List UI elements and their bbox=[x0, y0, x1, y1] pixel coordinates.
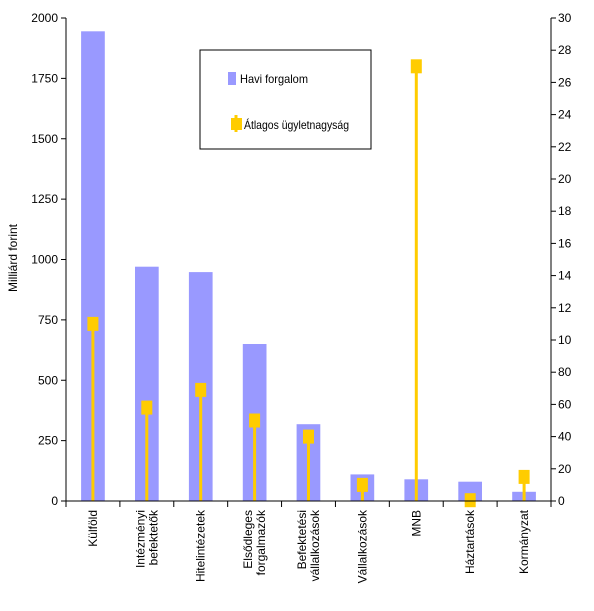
marker-0 bbox=[87, 316, 99, 331]
y2-tick-label-2: 40 bbox=[558, 430, 572, 444]
marker-1 bbox=[141, 400, 153, 415]
y2-tick-label-0: 0 bbox=[558, 494, 565, 508]
marker-2 bbox=[195, 382, 207, 397]
marker-6 bbox=[410, 59, 422, 74]
category-label-3-1: forgalmazók bbox=[254, 509, 268, 575]
marker-7 bbox=[464, 493, 476, 508]
y2-tick-label-13: 26 bbox=[558, 75, 572, 89]
y2-tick-label-5: 10 bbox=[558, 333, 572, 347]
marker-5 bbox=[356, 477, 368, 492]
y2-tick-label-11: 22 bbox=[558, 140, 572, 154]
y2-tick-label-14: 28 bbox=[558, 43, 572, 57]
category-label-5: Vállalkozások bbox=[355, 509, 369, 583]
y2-tick-label-6: 12 bbox=[558, 301, 572, 315]
category-label-0: Külföld bbox=[86, 510, 100, 547]
y2-tick-label-9: 18 bbox=[558, 204, 572, 218]
legend-swatch-atlagos-ugyletnagysag bbox=[231, 118, 242, 130]
y-tick-label-2: 500 bbox=[38, 373, 58, 387]
category-label-8: Kormányzat bbox=[517, 509, 531, 574]
bar-0 bbox=[81, 31, 105, 502]
bar-7 bbox=[458, 481, 482, 501]
category-label-1-0: Intézményi bbox=[133, 510, 147, 568]
y2-tick-label-10: 20 bbox=[558, 172, 572, 186]
y2-tick-label-15: 30 bbox=[558, 11, 572, 25]
legend-label-atlagos-ugyletnagysag: Átlagos ügyletnagyság bbox=[244, 117, 349, 132]
y2-tick-label-4: 80 bbox=[558, 365, 572, 379]
y2-tick-label-7: 14 bbox=[558, 269, 572, 283]
marker-3 bbox=[249, 413, 261, 428]
category-label-2: Hitelintézetek bbox=[194, 509, 208, 582]
y2-tick-label-1: 20 bbox=[558, 462, 572, 476]
y2-tick-label-3: 60 bbox=[558, 397, 572, 411]
category-label-7: Háztartások bbox=[463, 509, 477, 574]
y-tick-label-0: 0 bbox=[51, 494, 58, 508]
y2-tick-label-8: 16 bbox=[558, 236, 572, 250]
y-axis-title: Milliárd forint bbox=[6, 223, 20, 292]
legend-box bbox=[199, 49, 372, 150]
category-label-4-0: Befektetési bbox=[295, 510, 309, 569]
y-tick-label-3: 750 bbox=[38, 313, 58, 327]
stems-layer bbox=[87, 59, 530, 508]
y-tick-label-7: 1750 bbox=[31, 71, 58, 85]
y-tick-label-6: 1500 bbox=[31, 132, 58, 146]
marker-4 bbox=[303, 429, 314, 444]
category-label-3-0: Elsődleges bbox=[241, 510, 255, 569]
marker-8 bbox=[518, 469, 530, 484]
legend-swatch-havi-forgalom bbox=[228, 72, 236, 85]
y2-tick-label-12: 24 bbox=[558, 108, 572, 122]
axes-layer: 0 250 500 750 1000 1250 1500 1750 2000 0 20 40 60 80 1… bbox=[31, 11, 571, 583]
legend: Havi forgalom Átlagos ügyletnagyság bbox=[199, 49, 372, 150]
legend-label-havi-forgalom: Havi forgalom bbox=[240, 72, 308, 86]
category-label-6: MNB bbox=[409, 510, 423, 537]
bar-1 bbox=[135, 266, 159, 501]
y-tick-label-8: 2000 bbox=[31, 11, 58, 25]
y-tick-label-5: 1250 bbox=[31, 192, 58, 206]
category-label-1-1: befektetők bbox=[146, 509, 160, 565]
category-label-4-1: vállalkozások bbox=[308, 509, 322, 581]
y-tick-label-1: 250 bbox=[38, 434, 58, 448]
y-tick-label-4: 1000 bbox=[31, 253, 58, 267]
